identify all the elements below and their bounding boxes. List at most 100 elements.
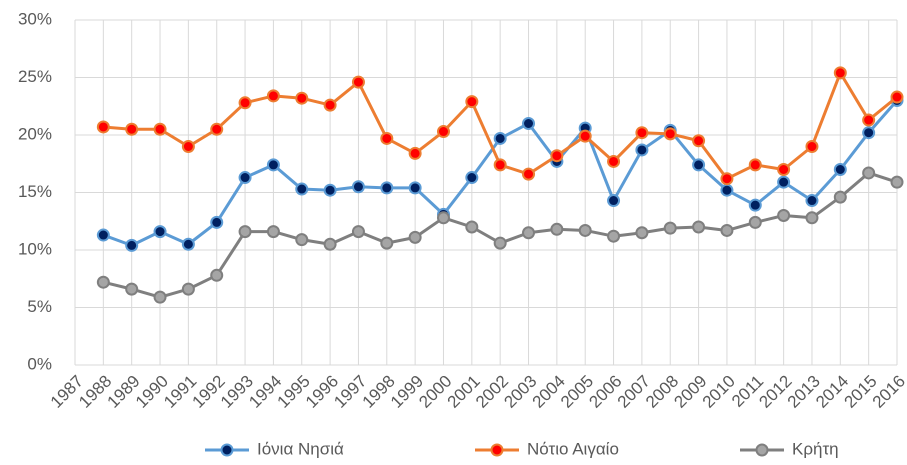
marker [96, 120, 110, 134]
legend-marker [755, 443, 769, 457]
legend-marker [220, 443, 234, 457]
y-tick-label: 15% [18, 182, 52, 201]
marker [635, 143, 649, 157]
marker [125, 238, 139, 252]
marker [635, 126, 649, 140]
marker [720, 172, 734, 186]
marker [550, 149, 564, 163]
marker [351, 225, 365, 239]
marker [181, 237, 195, 251]
marker [493, 158, 507, 172]
marker [748, 158, 762, 172]
marker [323, 183, 337, 197]
marker [833, 66, 847, 80]
marker [323, 237, 337, 251]
marker [607, 194, 621, 208]
marker [295, 182, 309, 196]
marker [862, 166, 876, 180]
marker [323, 98, 337, 112]
marker [96, 275, 110, 289]
marker [408, 230, 422, 244]
marker [578, 223, 592, 237]
y-tick-label: 25% [18, 67, 52, 86]
legend-item: Ιόνια Νησιά [205, 439, 344, 458]
marker [833, 190, 847, 204]
marker [833, 163, 847, 176]
marker [550, 222, 564, 236]
marker [408, 181, 422, 195]
marker [663, 221, 677, 235]
marker [692, 134, 706, 148]
marker [238, 96, 252, 110]
marker [465, 220, 479, 234]
marker [805, 194, 819, 208]
marker [493, 236, 507, 250]
marker [266, 89, 280, 103]
marker [380, 181, 394, 195]
marker [181, 140, 195, 153]
marker [465, 95, 479, 109]
marker [720, 223, 734, 237]
marker [748, 215, 762, 229]
marker [210, 268, 224, 282]
marker [238, 171, 252, 185]
y-tick-label: 0% [27, 354, 52, 373]
marker [408, 146, 422, 160]
legend-label: Νότιο Αιγαίο [527, 439, 619, 458]
marker [351, 75, 365, 89]
marker [805, 140, 819, 153]
marker [522, 117, 536, 130]
marker [607, 229, 621, 243]
marker [777, 209, 791, 222]
legend-label: Ιόνια Νησιά [257, 439, 344, 458]
marker [692, 158, 706, 172]
marker [351, 180, 365, 194]
marker [862, 126, 876, 140]
marker [635, 226, 649, 240]
x-tick-label: 2016 [869, 372, 907, 412]
marker [777, 175, 791, 189]
marker [862, 113, 876, 127]
marker [663, 127, 677, 141]
marker [153, 122, 167, 136]
marker [295, 91, 309, 105]
marker [465, 171, 479, 185]
marker [890, 90, 904, 104]
legend-marker [490, 443, 504, 457]
marker [266, 225, 280, 239]
marker [125, 122, 139, 136]
marker [692, 220, 706, 234]
legend-item: Κρήτη [740, 439, 839, 458]
marker [720, 183, 734, 197]
y-tick-label: 5% [27, 297, 52, 316]
marker [210, 215, 224, 229]
marker [153, 225, 167, 239]
marker [295, 233, 309, 247]
marker [210, 122, 224, 136]
y-tick-label: 30% [18, 9, 52, 28]
marker [181, 282, 195, 296]
marker [578, 129, 592, 143]
marker [380, 131, 394, 145]
marker [238, 225, 252, 239]
marker [493, 131, 507, 145]
marker [436, 211, 450, 225]
marker [522, 226, 536, 240]
marker [522, 167, 536, 181]
marker [436, 125, 450, 139]
marker [777, 163, 791, 176]
marker [266, 158, 280, 172]
marker [125, 282, 139, 296]
legend-item: Νότιο Αιγαίο [475, 439, 619, 458]
marker [890, 175, 904, 189]
marker [805, 211, 819, 225]
marker [96, 228, 110, 242]
marker [607, 154, 621, 168]
marker [153, 290, 167, 304]
marker [380, 236, 394, 250]
y-tick-label: 10% [18, 239, 52, 258]
y-tick-label: 20% [18, 124, 52, 143]
marker [748, 198, 762, 212]
legend-label: Κρήτη [792, 439, 839, 458]
